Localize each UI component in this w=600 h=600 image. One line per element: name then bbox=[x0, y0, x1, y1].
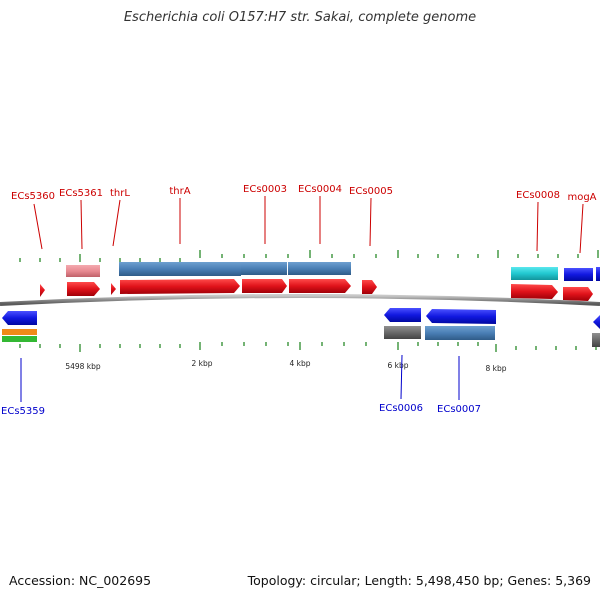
cds-feature-ecs0008[interactable] bbox=[511, 267, 558, 280]
cds-feature-edge-right[interactable] bbox=[596, 267, 600, 281]
gene-label-ecs5359[interactable]: ECs5359 bbox=[1, 406, 45, 417]
tick-label-8kbp: 8 kbp bbox=[485, 364, 506, 373]
cds-feature-ecs0006[interactable] bbox=[384, 326, 421, 339]
accession-text: Accession: NC_002695 bbox=[9, 573, 152, 588]
lower-tick-marks bbox=[19, 342, 597, 352]
gene-ecs0003[interactable] bbox=[242, 279, 287, 293]
gene-thrl[interactable] bbox=[111, 283, 116, 295]
cds-feature-edge-right-gray[interactable] bbox=[592, 333, 600, 347]
gene-label-moga[interactable]: mogA bbox=[567, 192, 596, 203]
gene-label-ecs5360[interactable]: ECs5360 bbox=[11, 191, 55, 202]
gene-label-ecs0003[interactable]: ECs0003 bbox=[243, 184, 287, 195]
tick-label-4kbp: 4 kbp bbox=[289, 359, 310, 368]
forward-label-leaders bbox=[33, 196, 584, 254]
gene-ecs0007[interactable] bbox=[426, 309, 496, 324]
gene-ecs5359[interactable] bbox=[2, 311, 37, 325]
gene-thra[interactable] bbox=[120, 279, 240, 294]
gene-label-thra[interactable]: thrA bbox=[169, 186, 190, 197]
gene-edge-right-reverse[interactable] bbox=[593, 315, 600, 329]
gene-label-ecs0006[interactable]: ECs0006 bbox=[379, 403, 423, 414]
gene-label-ecs0007[interactable]: ECs0007 bbox=[437, 404, 481, 415]
gene-ecs0004[interactable] bbox=[289, 279, 351, 293]
upper-tick-marks bbox=[19, 250, 599, 262]
gene-label-thrl[interactable]: thrL bbox=[110, 188, 130, 199]
gene-ecs0008[interactable] bbox=[511, 284, 558, 299]
gene-ecs0006[interactable] bbox=[384, 308, 421, 322]
genome-backbone bbox=[0, 294, 600, 306]
genome-summary-text: Topology: circular; Length: 5,498,450 bp… bbox=[247, 573, 591, 588]
cds-feature-moga[interactable] bbox=[564, 268, 593, 281]
cds-feature-ecs0003[interactable] bbox=[241, 262, 287, 275]
cds-feature-thra[interactable] bbox=[119, 262, 241, 276]
cds-feature-ecs5359-green[interactable] bbox=[2, 336, 37, 342]
gene-label-ecs0005[interactable]: ECs0005 bbox=[349, 186, 393, 197]
cds-feature-ecs0004[interactable] bbox=[288, 262, 351, 275]
gene-label-ecs0004[interactable]: ECs0004 bbox=[298, 184, 342, 195]
tick-label-6kbp: 6 kbp bbox=[387, 361, 408, 370]
gene-ecs0005[interactable] bbox=[362, 280, 377, 294]
gene-ecs5361[interactable] bbox=[67, 282, 100, 296]
reverse-label-leaders bbox=[20, 354, 460, 402]
gene-label-ecs0008[interactable]: ECs0008 bbox=[516, 190, 560, 201]
gene-moga[interactable] bbox=[563, 287, 593, 301]
cds-feature-ecs5361[interactable] bbox=[66, 265, 100, 277]
gene-ecs5360[interactable] bbox=[40, 284, 45, 297]
tick-label-5498kbp: 5498 kbp bbox=[65, 362, 101, 371]
gene-label-ecs5361[interactable]: ECs5361 bbox=[59, 188, 103, 199]
tick-label-2kbp: 2 kbp bbox=[191, 359, 212, 368]
cds-feature-ecs5359-orange[interactable] bbox=[2, 329, 37, 335]
map-title: Escherichia coli O157:H7 str. Sakai, com… bbox=[123, 10, 477, 25]
cds-feature-ecs0007[interactable] bbox=[425, 326, 495, 340]
